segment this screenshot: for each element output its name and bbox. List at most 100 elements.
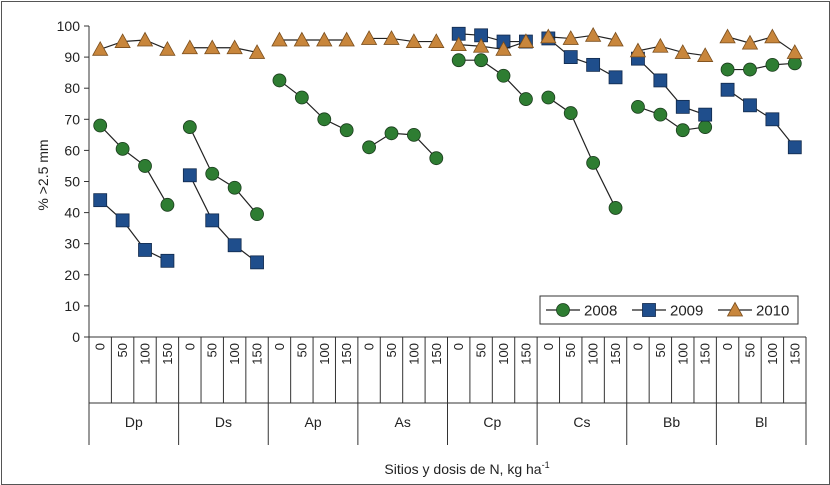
x-site-label: Cs xyxy=(573,414,590,430)
data-point-2009-Bl-0 xyxy=(720,82,735,97)
series-group xyxy=(92,26,803,270)
series-line-2009-Dp xyxy=(99,199,168,262)
series-line-2010-Bb xyxy=(637,45,706,57)
data-point-2010-As-0 xyxy=(360,30,378,45)
x-dose-tick-label: 150 xyxy=(160,343,175,365)
series-line-2008-Bl xyxy=(727,62,795,71)
x-dose-tick-label: 0 xyxy=(362,343,377,350)
data-point-2008-Bl-100 xyxy=(765,57,780,72)
y-tick-label: 20 xyxy=(64,267,80,283)
data-point-2008-Dp-0 xyxy=(93,118,108,133)
x-site-label: Cp xyxy=(483,414,501,430)
data-point-2010-Bb-100 xyxy=(674,44,691,59)
series-2009 xyxy=(93,26,802,270)
series-line-2008-Bb xyxy=(637,106,706,131)
data-point-2010-Ap-150 xyxy=(338,31,355,47)
data-point-2008-Bb-0 xyxy=(631,99,645,114)
data-point-2009-Cs-50 xyxy=(563,50,578,64)
data-point-2009-Bl-50 xyxy=(743,98,757,113)
data-point-2008-Ap-100 xyxy=(317,112,332,127)
data-point-2008-As-100 xyxy=(406,127,421,142)
legend-label-2008: 2008 xyxy=(584,303,617,320)
data-point-2010-As-150 xyxy=(428,33,445,48)
series-line-2009-Cp xyxy=(458,33,526,43)
x-axis-title-superscript: -1 xyxy=(542,460,550,470)
axes-group: 0 10 20 30 40 50 60 70 80 90 100 0 50 100 150 Dp 0 50 100 1… xyxy=(57,18,807,445)
data-point-2010-Bl-0 xyxy=(719,28,736,44)
data-point-2008-Ds-0 xyxy=(182,120,197,134)
data-point-2009-Cs-100 xyxy=(586,57,601,72)
y-tick-label: 0 xyxy=(72,329,80,345)
data-point-2010-Bb-50 xyxy=(652,37,669,53)
y-tick-label: 100 xyxy=(57,18,81,34)
legend-label-2010: 2010 xyxy=(756,303,789,320)
x-dose-tick-label: 50 xyxy=(205,343,220,357)
data-point-2010-Dp-0 xyxy=(92,41,109,56)
series-line-2008-Ds xyxy=(189,126,258,215)
data-point-2008-Cs-50 xyxy=(563,106,578,120)
data-point-2008-Cp-100 xyxy=(496,68,511,83)
x-site-label: Bl xyxy=(755,414,767,430)
data-point-2009-Dp-50 xyxy=(115,213,130,228)
series-line-2008-Ap xyxy=(279,79,347,131)
x-axis-title: Sitios y dosis de N, kg ha-1 xyxy=(384,460,549,477)
data-point-2008-Dp-100 xyxy=(138,159,152,173)
data-point-2010-Bl-50 xyxy=(741,34,759,50)
data-point-2010-Dp-50 xyxy=(114,33,131,48)
x-dose-tick-label: 150 xyxy=(250,343,265,365)
series-line-2009-Bl xyxy=(727,89,796,148)
x-site-label: Bb xyxy=(663,414,680,430)
data-point-2008-Dp-50 xyxy=(115,141,130,156)
data-point-2010-Cp-100 xyxy=(495,41,512,56)
data-point-2009-Ds-50 xyxy=(205,213,220,228)
data-point-2009-Cs-150 xyxy=(608,70,623,85)
data-point-2008-As-50 xyxy=(384,126,399,141)
x-dose-tick-label: 0 xyxy=(93,343,108,350)
data-point-2008-Cp-0 xyxy=(451,53,466,68)
series-line-2009-Bb xyxy=(637,58,706,116)
data-point-2010-Bb-150 xyxy=(696,47,714,62)
data-point-2008-As-0 xyxy=(362,140,376,155)
x-dose-tick-label: 150 xyxy=(698,343,713,365)
series-line-2010-Dp xyxy=(100,39,168,50)
data-point-2008-Bl-50 xyxy=(743,62,757,77)
data-point-2008-Ap-50 xyxy=(294,90,309,105)
data-point-2010-Ds-50 xyxy=(204,39,221,55)
x-dose-tick-label: 50 xyxy=(115,343,130,357)
data-point-2010-Cp-150 xyxy=(517,33,535,48)
x-site-label: Ds xyxy=(215,414,232,430)
y-tick-label: 80 xyxy=(64,80,80,96)
x-dose-tick-label: 150 xyxy=(787,343,802,365)
data-point-2010-Cp-0 xyxy=(450,36,467,52)
legend-marker-2010 xyxy=(726,301,744,317)
y-tick-label: 50 xyxy=(64,174,80,190)
data-point-2010-Ap-100 xyxy=(316,31,333,47)
data-point-2008-As-150 xyxy=(429,151,444,166)
x-dose-tick-label: 0 xyxy=(182,343,197,350)
data-point-2009-Ds-0 xyxy=(182,168,197,183)
legend: 2008 2009 2010 xyxy=(539,295,799,325)
data-point-2010-Cs-50 xyxy=(562,30,579,45)
x-site-label: As xyxy=(395,414,411,430)
x-site-label: Dp xyxy=(125,414,143,430)
series-line-2008-Cp xyxy=(458,59,527,100)
data-point-2008-Ap-150 xyxy=(339,123,354,138)
legend-marker-2008 xyxy=(556,303,570,317)
x-dose-tick-label: 150 xyxy=(339,343,354,365)
data-point-2009-Bb-50 xyxy=(653,73,668,88)
series-line-2010-Bl xyxy=(727,36,796,53)
data-point-2009-Bl-150 xyxy=(787,140,802,155)
series-line-2008-As xyxy=(368,132,437,159)
series-line-2008-Cs xyxy=(547,97,617,209)
data-point-2008-Cp-50 xyxy=(474,53,489,68)
data-point-2010-As-50 xyxy=(383,30,400,45)
data-point-2010-Bl-100 xyxy=(764,28,781,44)
x-dose-tick-label: 100 xyxy=(406,343,421,365)
data-point-2009-Dp-100 xyxy=(138,243,152,257)
x-axis-title-main: Sitios y dosis de N, kg ha xyxy=(384,461,541,477)
data-point-2010-Bl-150 xyxy=(786,44,803,59)
data-point-2008-Bb-150 xyxy=(698,120,713,134)
x-dose-tick-label: 100 xyxy=(496,343,511,365)
data-point-2010-Cp-50 xyxy=(472,37,490,53)
